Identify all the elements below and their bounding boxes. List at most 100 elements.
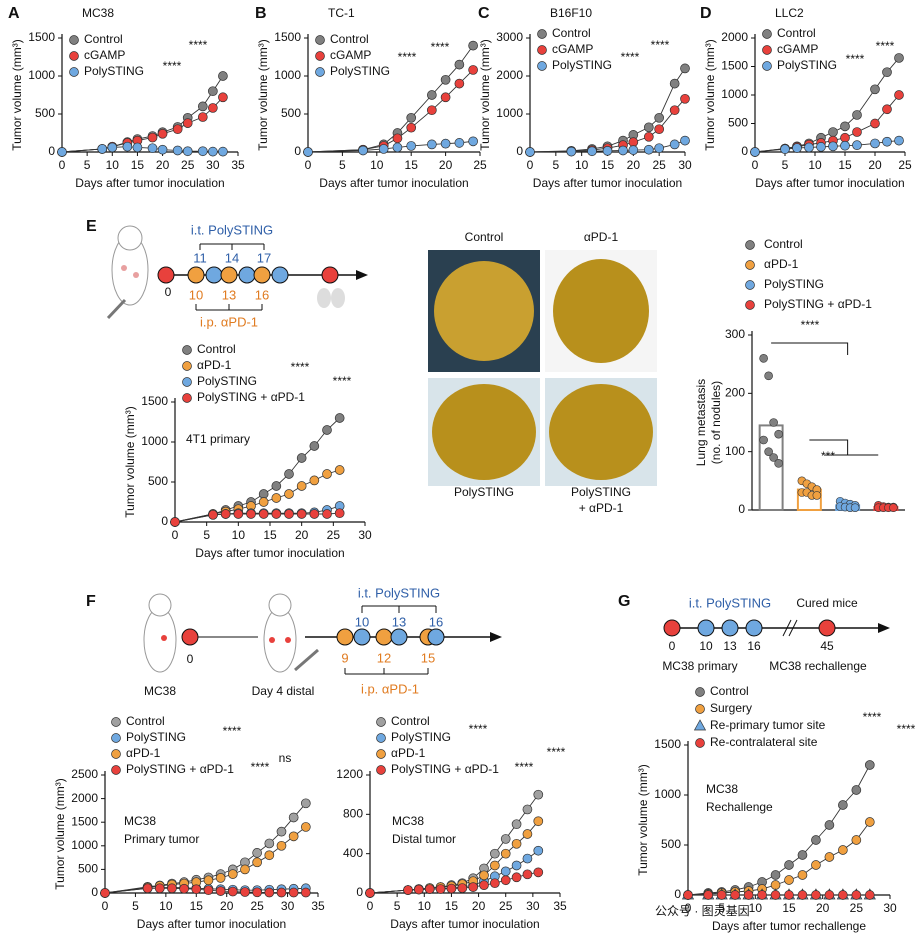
data-point [824, 852, 835, 862]
y-tick-label: 1000 [141, 434, 168, 448]
x-tick-label: 25 [473, 158, 487, 172]
photo [434, 261, 534, 361]
scheme-label: i.t. PolySTING [689, 595, 771, 610]
chart-label: MC38 [392, 814, 424, 828]
day-dot [390, 628, 408, 646]
data-point [804, 142, 814, 153]
day-label: 9 [341, 650, 348, 665]
data-point [315, 51, 325, 61]
mouse-icon [121, 265, 127, 271]
y-tick-label: 1200 [336, 767, 363, 781]
data-point [376, 749, 386, 759]
data-point [288, 831, 299, 842]
data-point [533, 867, 544, 878]
data-point [797, 890, 808, 900]
data-point [838, 845, 848, 855]
y-axis-label: Tumor volume (mm³) [10, 39, 24, 151]
data-point [864, 817, 875, 827]
data-point [500, 875, 511, 886]
data-point [852, 110, 862, 120]
data-point [759, 354, 768, 363]
data-point [426, 139, 437, 150]
data-point [303, 147, 313, 157]
data-point [852, 140, 862, 151]
x-tick-label: 10 [575, 158, 589, 172]
legend-label: Control [330, 32, 369, 46]
data-point [683, 890, 693, 900]
day-dot [321, 266, 339, 284]
x-tick-label: 15 [405, 158, 419, 172]
x-tick-label: 5 [394, 899, 401, 913]
day-label: 0 [669, 639, 676, 653]
data-point [537, 61, 547, 71]
data-point [111, 765, 121, 775]
data-point [522, 804, 533, 815]
legend-label: Re-contralateral site [710, 735, 818, 749]
y-tick-label: 2500 [71, 767, 98, 781]
data-point [522, 829, 533, 839]
photo-label: PolySTING [571, 485, 631, 499]
significance: **** [651, 38, 670, 52]
data-point [322, 425, 332, 435]
day-dot [271, 266, 289, 284]
lung-icon [317, 288, 331, 308]
x-tick-label: 15 [190, 899, 204, 913]
data-point [680, 93, 690, 104]
data-point [764, 371, 773, 381]
legend-label: Re-primary tumor site [710, 718, 826, 732]
scheme-label: Cured mice [796, 596, 858, 610]
data-point [784, 875, 794, 885]
y-axis-label: Tumor volume (mm³) [53, 778, 67, 890]
day-label: 10 [355, 614, 369, 629]
x-tick-label: 20 [627, 158, 641, 172]
data-point [284, 509, 294, 519]
data-point [792, 143, 802, 153]
data-point [288, 812, 299, 823]
day-label: 0 [187, 652, 194, 666]
chart-title: B16F10 [550, 6, 592, 20]
data-point [252, 887, 262, 898]
x-axis-label: Days after tumor inoculation [390, 917, 539, 931]
day-dot [181, 628, 199, 646]
data-point [69, 35, 79, 45]
x-tick-label: 20 [156, 158, 170, 172]
data-point [315, 35, 325, 45]
data-point [882, 67, 892, 78]
day-dot [375, 628, 393, 646]
arrow [490, 632, 502, 642]
legend-label: αPD-1 [391, 746, 426, 760]
data-point [695, 687, 705, 697]
series-line [529, 68, 686, 153]
significance: **** [621, 50, 640, 64]
data-point [271, 493, 282, 503]
y-tick-label: 0 [91, 885, 98, 899]
data-point [522, 853, 533, 864]
data-point [182, 377, 192, 387]
data-point [780, 144, 790, 154]
day-label: 11 [193, 250, 207, 265]
panel-letters: A B C D E F G [8, 5, 712, 610]
data-point [157, 128, 168, 139]
data-point [322, 509, 332, 519]
data-point [378, 144, 389, 154]
legend-label: PolySTING + αPD-1 [764, 297, 872, 311]
data-point [468, 882, 478, 892]
data-point [669, 105, 680, 116]
y-tick-label: 1000 [496, 106, 523, 120]
x-tick-label: 20 [439, 158, 453, 172]
data-point [643, 144, 654, 155]
data-point [468, 40, 478, 51]
data-point [618, 145, 628, 156]
data-point [246, 509, 256, 519]
bracket [809, 439, 879, 456]
day-dot [663, 619, 681, 637]
data-point [454, 138, 465, 148]
data-point [426, 105, 437, 116]
day-dot [697, 619, 715, 637]
data-point [197, 112, 208, 122]
legend-label: PolySTING [126, 730, 186, 744]
data-point [182, 393, 192, 403]
data-point [264, 838, 275, 849]
data-point [500, 848, 511, 859]
photo-label: + αPD-1 [579, 501, 624, 515]
